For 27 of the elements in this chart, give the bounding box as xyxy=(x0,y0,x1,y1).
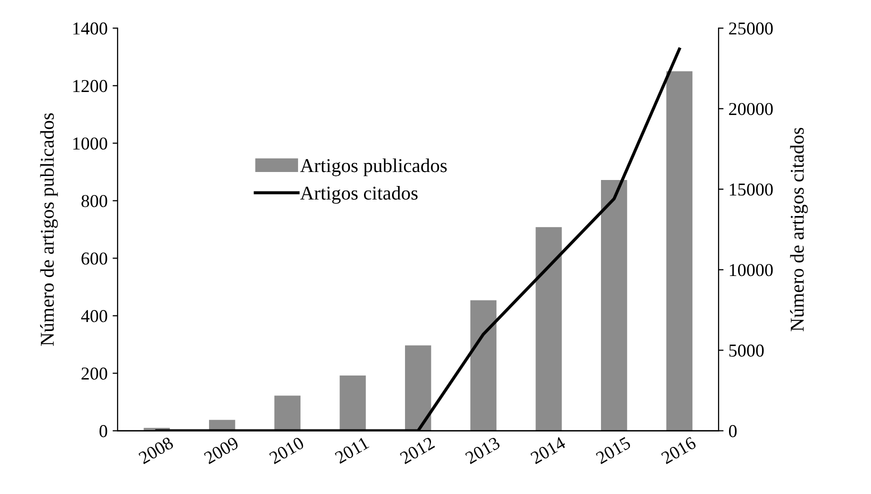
y-axis-title: Número de artigos publicados xyxy=(40,113,58,346)
x-tick-label: 2009 xyxy=(203,436,240,464)
x-tick-label: 2012 xyxy=(399,436,436,464)
y-tick-label: 400 xyxy=(81,310,108,322)
y2-tick-label: 15000 xyxy=(730,183,773,196)
x-tick-label: 2013 xyxy=(464,436,501,464)
y-tick-label: 1200 xyxy=(73,80,108,92)
y2-tick-label: 0 xyxy=(728,425,737,438)
y-tick-label: 0 xyxy=(100,425,108,438)
y-tick-label: 200 xyxy=(82,368,108,380)
y2-tick-label: 10000 xyxy=(730,264,773,276)
legend-label: Artigos publicados xyxy=(300,158,447,176)
x-tick-label: 2016 xyxy=(660,436,697,464)
y-tick-label: 1400 xyxy=(73,22,108,35)
y2-tick-label: 20000 xyxy=(729,102,773,116)
x-tick-label: 2008 xyxy=(138,436,174,464)
y-tick-label: 800 xyxy=(81,194,108,208)
legend-label: Artigos citados xyxy=(300,186,418,204)
x-tick-label: 2011 xyxy=(334,436,370,464)
y-tick-label: 600 xyxy=(82,252,108,265)
y2-axis-title: Número de artigos citados xyxy=(790,128,808,332)
x-tick-label: 2015 xyxy=(595,436,632,464)
y2-tick-label: 5000 xyxy=(729,344,764,357)
x-tick-label: 2010 xyxy=(268,436,305,464)
y-tick-label: 1000 xyxy=(73,137,108,150)
y2-tick-label: 25000 xyxy=(729,22,773,35)
x-tick-label: 2014 xyxy=(530,436,566,464)
